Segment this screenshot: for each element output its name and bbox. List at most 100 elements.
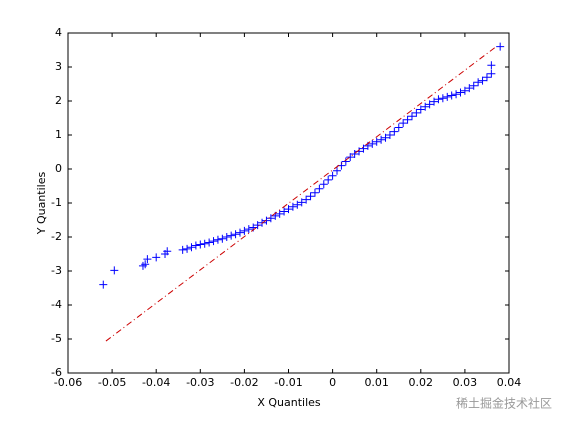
point — [368, 139, 377, 148]
point — [390, 127, 399, 136]
point — [253, 221, 262, 230]
point — [412, 108, 421, 117]
y-tick-label: 0 — [55, 162, 62, 175]
x-tick-label: -0.03 — [186, 376, 214, 389]
y-tick-label: 1 — [55, 128, 62, 141]
point — [310, 188, 319, 197]
watermark: 稀土掘金技术社区 — [456, 396, 552, 411]
point — [496, 42, 505, 51]
y-tick-label: -4 — [51, 298, 62, 311]
point — [478, 76, 487, 85]
point — [487, 69, 496, 78]
point — [209, 237, 218, 246]
point — [482, 73, 491, 82]
point — [152, 253, 161, 262]
point — [293, 200, 302, 209]
point — [324, 175, 333, 184]
x-tick-label: 0 — [329, 376, 336, 389]
point — [430, 97, 439, 106]
y-tick-label: 2 — [55, 94, 62, 107]
y-tick-label: -5 — [51, 332, 62, 345]
point — [333, 166, 342, 175]
point — [205, 238, 214, 247]
y-tick-label: -3 — [51, 264, 62, 277]
x-tick-label: -0.06 — [54, 376, 82, 389]
point — [416, 105, 425, 114]
point — [306, 192, 315, 201]
point — [452, 90, 461, 99]
point — [231, 230, 240, 239]
point — [346, 153, 355, 162]
y-tick-label: -1 — [51, 196, 62, 209]
x-tick-label: 0.01 — [364, 376, 389, 389]
point — [244, 225, 253, 234]
y-tick-label: 4 — [55, 26, 62, 39]
point — [350, 150, 359, 159]
point — [443, 92, 452, 101]
point — [266, 214, 275, 223]
y-tick-label: 3 — [55, 60, 62, 73]
point — [178, 245, 187, 254]
point — [469, 81, 478, 90]
point — [341, 157, 350, 166]
point — [399, 119, 408, 128]
point — [377, 135, 386, 144]
x-tick-label: -0.02 — [230, 376, 258, 389]
y-axis-label: Y Quantiles — [35, 171, 48, 235]
point — [280, 207, 289, 216]
x-tick-label: 0.02 — [409, 376, 434, 389]
point — [110, 266, 119, 275]
point — [487, 61, 496, 70]
point — [328, 171, 337, 180]
x-axis-label: X Quantiles — [257, 396, 321, 409]
point — [302, 195, 311, 204]
point — [425, 100, 434, 109]
point — [288, 202, 297, 211]
x-tick-label: 0.04 — [497, 376, 522, 389]
point — [141, 260, 150, 269]
point — [200, 239, 209, 248]
point — [394, 123, 403, 132]
point — [297, 198, 306, 207]
point — [434, 95, 443, 104]
point — [191, 241, 200, 250]
point — [381, 133, 390, 142]
point — [319, 180, 328, 189]
x-tick-label: -0.04 — [142, 376, 170, 389]
point — [262, 216, 271, 225]
y-tick-label: -6 — [51, 366, 62, 379]
plot-area — [67, 32, 510, 374]
point — [99, 280, 108, 289]
reference-line — [105, 46, 497, 342]
point — [385, 131, 394, 139]
point — [235, 228, 244, 237]
point — [213, 235, 222, 244]
point — [438, 94, 447, 103]
point — [222, 233, 231, 241]
point — [460, 86, 469, 95]
x-tick-label: -0.05 — [98, 376, 126, 389]
point — [275, 209, 284, 218]
point — [474, 78, 483, 87]
point — [218, 234, 227, 243]
point — [421, 102, 430, 111]
point — [372, 137, 381, 146]
point — [163, 247, 172, 256]
point — [284, 205, 293, 214]
point — [407, 112, 416, 121]
point — [143, 255, 152, 264]
point — [456, 88, 465, 97]
point — [447, 91, 456, 100]
point — [403, 115, 412, 124]
y-tick-label: -2 — [51, 230, 62, 243]
point — [227, 231, 236, 240]
point — [240, 226, 249, 235]
point — [196, 240, 205, 249]
point — [465, 84, 474, 93]
point — [183, 244, 192, 253]
point — [355, 147, 364, 156]
point — [315, 184, 324, 193]
point — [187, 243, 196, 252]
x-tick-label: -0.01 — [274, 376, 302, 389]
